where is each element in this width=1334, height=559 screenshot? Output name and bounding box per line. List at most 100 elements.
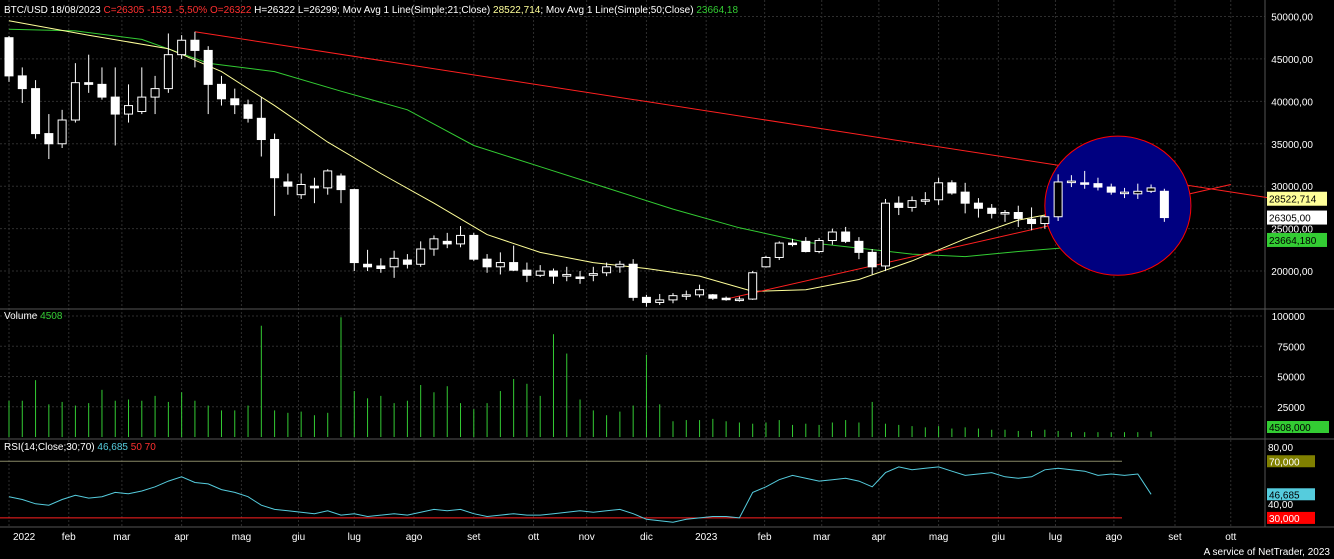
candle-down bbox=[854, 240, 864, 253]
x-axis-label: lug bbox=[1049, 532, 1062, 543]
candle-down bbox=[841, 231, 851, 242]
candle-down bbox=[721, 297, 731, 301]
candle-down bbox=[270, 139, 280, 179]
x-axis-label: 2023 bbox=[695, 532, 718, 543]
x-axis-label: set bbox=[1168, 532, 1182, 543]
candle-up bbox=[456, 234, 466, 245]
price-value-box bbox=[1267, 232, 1327, 247]
price-prefix: BTC/USD 18/08/2023 bbox=[4, 5, 101, 16]
ma21-label: Mov Avg 1 Line(Simple;21;Close) bbox=[342, 5, 491, 16]
candle-down bbox=[216, 83, 226, 100]
candle-down bbox=[31, 88, 41, 135]
candle-up bbox=[70, 82, 80, 121]
price-tick-label: 40000,00 bbox=[1271, 97, 1313, 108]
candle-up bbox=[588, 273, 598, 276]
price-tick-label: 25000,00 bbox=[1271, 225, 1313, 236]
rsi-levels: 50 70 bbox=[130, 442, 156, 453]
candle-up bbox=[615, 263, 625, 268]
x-axis-label: feb bbox=[758, 532, 772, 543]
x-axis-label: apr bbox=[872, 532, 887, 543]
candle-down bbox=[243, 104, 253, 119]
x-axis-label: giu bbox=[292, 532, 305, 543]
candle-down bbox=[97, 83, 107, 98]
candle-down bbox=[801, 240, 811, 253]
x-axis-label: ago bbox=[1106, 532, 1123, 543]
candle-up bbox=[1066, 180, 1076, 184]
price-change: C=26305 -1531 -5,50% O=26322 bbox=[103, 5, 252, 16]
candle-up bbox=[814, 240, 824, 253]
candle-up bbox=[1120, 191, 1130, 195]
candle-up bbox=[668, 295, 678, 301]
volume-tick-label: 50000 bbox=[1277, 373, 1305, 384]
rsi-label: RSI(14;Close;30;70) bbox=[4, 442, 95, 453]
candle-up bbox=[827, 231, 837, 242]
x-axis-label: ott bbox=[528, 532, 539, 543]
candle-up bbox=[1053, 181, 1063, 218]
x-axis-label: feb bbox=[62, 532, 76, 543]
price-hl: H=26322 L=26299; bbox=[254, 5, 340, 16]
rsi-tick-label: 40,00 bbox=[1268, 500, 1293, 511]
volume-value-box bbox=[1267, 421, 1329, 433]
candle-down bbox=[628, 263, 638, 298]
price-value-box bbox=[1267, 191, 1327, 206]
candle-up bbox=[416, 248, 426, 265]
candle-down bbox=[1106, 186, 1116, 193]
x-axis-label: mag bbox=[232, 532, 251, 543]
candle-down bbox=[867, 251, 877, 268]
price-tick-label: 50000,00 bbox=[1271, 12, 1313, 23]
candle-down bbox=[973, 202, 983, 209]
candle-down bbox=[469, 234, 479, 260]
candle-up bbox=[907, 200, 917, 208]
candle-down bbox=[402, 259, 412, 265]
candle-up bbox=[535, 270, 545, 276]
candle-up bbox=[1133, 190, 1143, 195]
candle-up bbox=[495, 262, 505, 268]
candle-down bbox=[349, 189, 359, 264]
volume-value-label: 4508,000 bbox=[1269, 423, 1311, 434]
credit-footer: A service of NetTrader, 2023 bbox=[1203, 547, 1330, 558]
volume-tick-label: 75000 bbox=[1277, 342, 1305, 353]
x-axis-label: ago bbox=[406, 532, 423, 543]
candle-down bbox=[788, 242, 798, 246]
candle-down bbox=[1093, 183, 1103, 188]
volume-value: 4508 bbox=[40, 311, 63, 322]
price-value-label: 26305,00 bbox=[1269, 214, 1311, 225]
rsi-value: 46,685 bbox=[97, 442, 128, 453]
candle-down bbox=[1159, 190, 1169, 219]
candle-down bbox=[84, 82, 94, 85]
candle-down bbox=[548, 270, 558, 277]
x-axis-label: ott bbox=[1225, 532, 1236, 543]
candle-up bbox=[774, 242, 784, 258]
candle-down bbox=[363, 263, 373, 268]
candle-down bbox=[708, 294, 718, 299]
rsi-level-label: 70,000 bbox=[1269, 457, 1300, 468]
candle-down bbox=[4, 37, 14, 77]
price-value-label: 23664,180 bbox=[1269, 236, 1317, 247]
candle-down bbox=[987, 207, 997, 214]
candle-up bbox=[1000, 212, 1010, 215]
x-axis-label: set bbox=[467, 532, 481, 543]
candle-up bbox=[296, 184, 306, 196]
volume-tick-label: 100000 bbox=[1272, 312, 1306, 323]
candle-down bbox=[947, 182, 957, 194]
candle-down bbox=[1013, 212, 1023, 219]
x-axis-label: nov bbox=[579, 532, 595, 543]
candle-up bbox=[1040, 216, 1050, 225]
candle-up bbox=[57, 119, 67, 145]
candle-up bbox=[124, 105, 134, 115]
candle-down bbox=[575, 276, 585, 279]
x-axis-label: dic bbox=[640, 532, 653, 543]
highlight-ellipse bbox=[1044, 135, 1192, 276]
candle-up bbox=[761, 256, 771, 268]
price-value-box bbox=[1267, 210, 1327, 225]
ma50-label: ; Mov Avg 1 Line(Simple;50;Close) bbox=[540, 5, 694, 16]
candle-up bbox=[177, 39, 187, 56]
candle-up bbox=[1146, 187, 1156, 192]
rsi-value-label: 46,685 bbox=[1269, 490, 1300, 501]
ma21-value: 28522,714 bbox=[493, 5, 541, 16]
candle-down bbox=[522, 269, 532, 276]
candle-down bbox=[203, 49, 213, 85]
x-axis-label: mar bbox=[113, 532, 131, 543]
candle-down bbox=[190, 39, 200, 51]
